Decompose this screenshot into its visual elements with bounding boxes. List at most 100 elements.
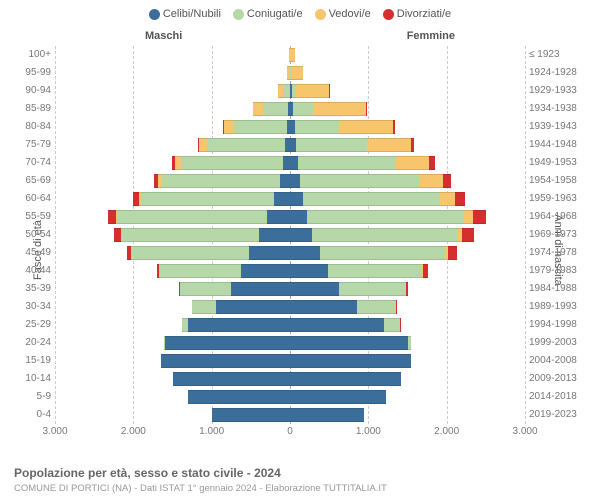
bar-segment [108, 210, 116, 224]
bar-female [290, 228, 474, 242]
birth-year-label: 1964-1968 [529, 208, 593, 226]
age-row: 20-241999-2003 [55, 334, 525, 352]
bar-female [290, 390, 386, 404]
legend-item: Coniugati/e [233, 8, 303, 20]
legend-item: Vedovi/e [315, 8, 371, 20]
bar-segment [173, 372, 291, 386]
birth-year-label: 2009-2013 [529, 370, 593, 388]
age-row: 60-641959-1963 [55, 190, 525, 208]
birth-year-label: 2019-2023 [529, 406, 593, 424]
bar-male [212, 408, 290, 422]
age-label: 60-64 [7, 190, 51, 208]
bar-segment [274, 192, 290, 206]
x-tick-label: 3.000 [42, 426, 67, 437]
bar-segment [296, 138, 367, 152]
bar-segment [448, 246, 457, 260]
age-label: 100+ [7, 46, 51, 64]
bar-segment [122, 228, 259, 242]
bar-segment [406, 282, 408, 296]
bar-segment [180, 282, 231, 296]
bar-male [179, 282, 290, 296]
bar-segment [396, 300, 397, 314]
bar-male [161, 354, 290, 368]
bar-segment [267, 210, 291, 224]
population-pyramid-chart: Celibi/NubiliConiugati/eVedovi/eDivorzia… [0, 0, 600, 500]
bar-segment [290, 192, 303, 206]
age-label: 90-94 [7, 82, 51, 100]
birth-year-label: 1989-1993 [529, 298, 593, 316]
bar-segment [298, 156, 396, 170]
birth-year-label: 2014-2018 [529, 388, 593, 406]
bar-segment [443, 174, 451, 188]
header-female: Femmine [407, 30, 455, 42]
bar-segment [199, 138, 207, 152]
bar-female [290, 174, 451, 188]
age-row: 5-92014-2018 [55, 388, 525, 406]
age-row: 65-691954-1958 [55, 172, 525, 190]
bar-segment [312, 228, 457, 242]
age-row: 10-142009-2013 [55, 370, 525, 388]
birth-year-label: 1934-1938 [529, 100, 593, 118]
age-row: 100+≤ 1923 [55, 46, 525, 64]
header-male: Maschi [145, 30, 182, 42]
bar-female [290, 138, 414, 152]
bar-segment [159, 264, 241, 278]
age-row: 75-791944-1948 [55, 136, 525, 154]
bar-segment [165, 336, 290, 350]
bar-segment [161, 354, 290, 368]
bar-segment [290, 48, 295, 62]
bar-female [290, 336, 411, 350]
birth-year-label: 1944-1948 [529, 136, 593, 154]
bar-segment [396, 156, 430, 170]
bar-segment [234, 120, 287, 134]
birth-year-label: 1959-1963 [529, 190, 593, 208]
x-tick-label: 3.000 [512, 426, 537, 437]
bar-male [192, 300, 290, 314]
x-tick-label: 1.000 [356, 426, 381, 437]
bar-segment [114, 228, 121, 242]
bar-segment [216, 300, 290, 314]
bar-segment [328, 264, 422, 278]
bar-segment [290, 210, 307, 224]
legend-swatch [149, 9, 160, 20]
age-label: 30-34 [7, 298, 51, 316]
x-axis: 3.0002.0001.00001.0002.0003.000 [55, 426, 525, 446]
bar-female [290, 264, 428, 278]
birth-year-label: 1949-1953 [529, 154, 593, 172]
bar-segment [290, 336, 408, 350]
bar-segment [473, 210, 486, 224]
legend-item: Celibi/Nubili [149, 8, 221, 20]
birth-year-label: 1924-1928 [529, 64, 593, 82]
bar-male [198, 138, 290, 152]
bar-segment [300, 174, 419, 188]
birth-year-label: 1969-1973 [529, 226, 593, 244]
bar-male [188, 390, 290, 404]
bar-female [290, 156, 435, 170]
bar-segment [293, 102, 313, 116]
bar-male [154, 174, 290, 188]
age-label: 25-29 [7, 316, 51, 334]
bar-segment [290, 264, 328, 278]
bar-segment [290, 408, 364, 422]
bar-segment [290, 300, 357, 314]
bar-male [157, 264, 290, 278]
bar-segment [118, 210, 267, 224]
age-label: 55-59 [7, 208, 51, 226]
legend-label: Celibi/Nubili [163, 8, 221, 20]
bar-segment [290, 282, 339, 296]
age-label: 80-84 [7, 118, 51, 136]
birth-year-label: 1974-1978 [529, 244, 593, 262]
age-row: 25-291994-1998 [55, 316, 525, 334]
birth-year-label: 1939-1943 [529, 118, 593, 136]
age-row: 35-391984-1988 [55, 280, 525, 298]
bar-segment [357, 300, 396, 314]
bar-segment [290, 246, 320, 260]
bar-male [108, 210, 290, 224]
bar-segment [280, 174, 290, 188]
bar-male [223, 120, 290, 134]
age-label: 45-49 [7, 244, 51, 262]
birth-year-label: 1984-1988 [529, 280, 593, 298]
age-label: 35-39 [7, 280, 51, 298]
age-row: 50-541969-1973 [55, 226, 525, 244]
age-label: 75-79 [7, 136, 51, 154]
